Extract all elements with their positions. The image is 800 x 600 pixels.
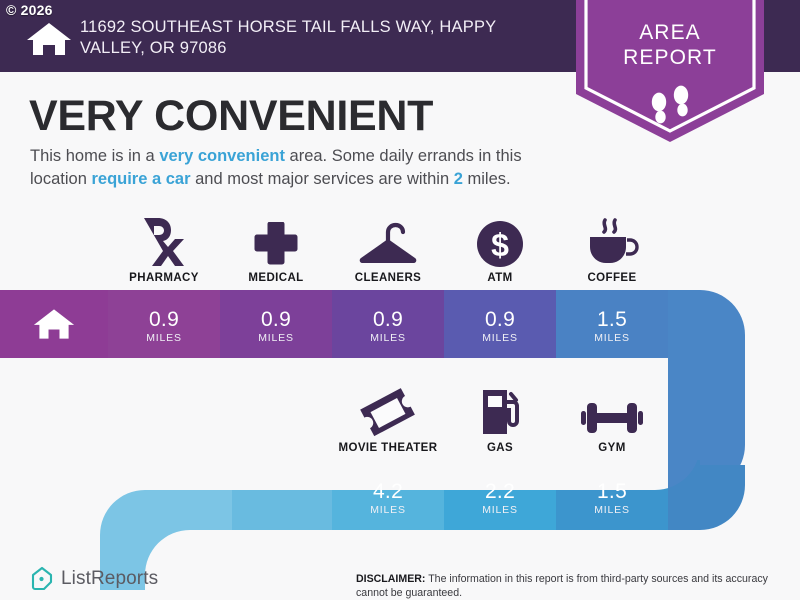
distance-unit: MILES	[370, 504, 406, 516]
distance-atm: 0.9 MILES	[444, 308, 556, 344]
badge-line-2: REPORT	[623, 46, 717, 69]
svg-text:$: $	[491, 227, 509, 263]
amenity-label: MOVIE THEATER	[338, 442, 438, 454]
subtitle-highlight-1: very convenient	[159, 147, 285, 165]
disclaimer-text: The information in this report is from t…	[356, 573, 768, 599]
logo-text: ListReports	[61, 568, 159, 589]
dollar-circle-icon: $	[444, 212, 556, 268]
disclaimer: DISCLAIMER: The information in this repo…	[356, 572, 794, 600]
distance-unit: MILES	[482, 504, 518, 516]
distance-value: 1.5	[596, 480, 628, 503]
distance-value: 0.9	[148, 308, 180, 331]
disclaimer-label: DISCLAIMER:	[356, 573, 426, 585]
amenity-label: GAS	[486, 442, 514, 454]
subtitle-text-1: This home is in a	[30, 147, 160, 165]
distance-value: 1.5	[596, 308, 628, 331]
medical-cross-icon	[220, 212, 332, 268]
distance-movie-theater: 4.2 MILES	[332, 480, 444, 516]
distance-gym: 1.5 MILES	[556, 480, 668, 516]
home-icon	[33, 309, 75, 339]
home-icon	[27, 23, 71, 55]
amenity-label: COFFEE	[587, 272, 637, 284]
amenity-gym: GYM	[556, 382, 668, 454]
gas-pump-icon	[444, 382, 556, 438]
amenity-medical: MEDICAL	[220, 212, 332, 284]
distance-coffee: 1.5 MILES	[556, 308, 668, 344]
listreports-house-icon	[31, 566, 53, 591]
distance-value: 0.9	[372, 308, 404, 331]
distance-ribbons: 0.9 MILES 0.9 MILES 0.9 MILES 0.9 MILES …	[0, 290, 800, 590]
page-title: VERY CONVENIENT	[29, 92, 434, 140]
amenity-cleaners: CLEANERS	[332, 212, 444, 284]
distance-value: 4.2	[372, 480, 404, 503]
distance-unit: MILES	[594, 504, 630, 516]
amenity-label: GYM	[598, 442, 626, 454]
listreports-logo: ListReports	[30, 566, 158, 592]
subtitle-text-4: miles.	[462, 170, 511, 188]
distance-pharmacy: 0.9 MILES	[108, 308, 220, 344]
distance-value: 0.9	[260, 308, 292, 331]
amenity-label: MEDICAL	[248, 272, 304, 284]
distance-medical: 0.9 MILES	[220, 308, 332, 344]
distance-gas: 2.2 MILES	[444, 480, 556, 516]
distance-unit: MILES	[258, 332, 294, 344]
coffee-cup-icon	[556, 212, 668, 268]
property-address: 11692 SOUTHEAST HORSE TAIL FALLS WAY, HA…	[80, 18, 497, 57]
amenity-pharmacy: PHARMACY	[108, 212, 220, 284]
distance-value: 2.2	[484, 480, 516, 503]
distance-unit: MILES	[594, 332, 630, 344]
distance-value: 0.9	[484, 308, 516, 331]
subject-home-cell	[0, 290, 108, 358]
amenity-label: PHARMACY	[129, 272, 199, 284]
copyright-watermark: © 2026	[6, 2, 53, 18]
prescription-rx-icon	[108, 212, 220, 268]
movie-ticket-icon	[332, 382, 444, 438]
distance-unit: MILES	[146, 332, 182, 344]
amenity-label: CLEANERS	[354, 272, 422, 284]
badge-line-1: AREA	[639, 21, 701, 44]
dumbbell-icon	[556, 382, 668, 438]
amenity-movie-theater: MOVIE THEATER	[332, 382, 444, 454]
distance-cleaners: 0.9 MILES	[332, 308, 444, 344]
clothes-hanger-icon	[332, 212, 444, 268]
badge-shape	[576, 0, 764, 142]
subtitle-highlight-2: require a car	[91, 170, 191, 188]
distance-unit: MILES	[482, 332, 518, 344]
footprints-icon	[651, 85, 689, 124]
distance-unit: MILES	[370, 332, 406, 344]
badge-label: AREA REPORT	[572, 20, 768, 70]
area-report-badge: AREA REPORT	[572, 0, 768, 144]
amenity-atm: $ ATM	[444, 212, 556, 284]
subtitle-text-2: area. Some daily errands in this locatio…	[30, 147, 522, 188]
amenity-label: ATM	[487, 272, 513, 284]
subtitle-highlight-3: 2	[453, 170, 463, 188]
amenity-gas: GAS	[444, 382, 556, 454]
subtitle-text-3: and most major services are within	[190, 170, 454, 188]
ribbon-shapes	[0, 290, 745, 590]
amenity-coffee: COFFEE	[556, 212, 668, 284]
page-subtitle: This home is in a very convenient area. …	[30, 145, 575, 191]
